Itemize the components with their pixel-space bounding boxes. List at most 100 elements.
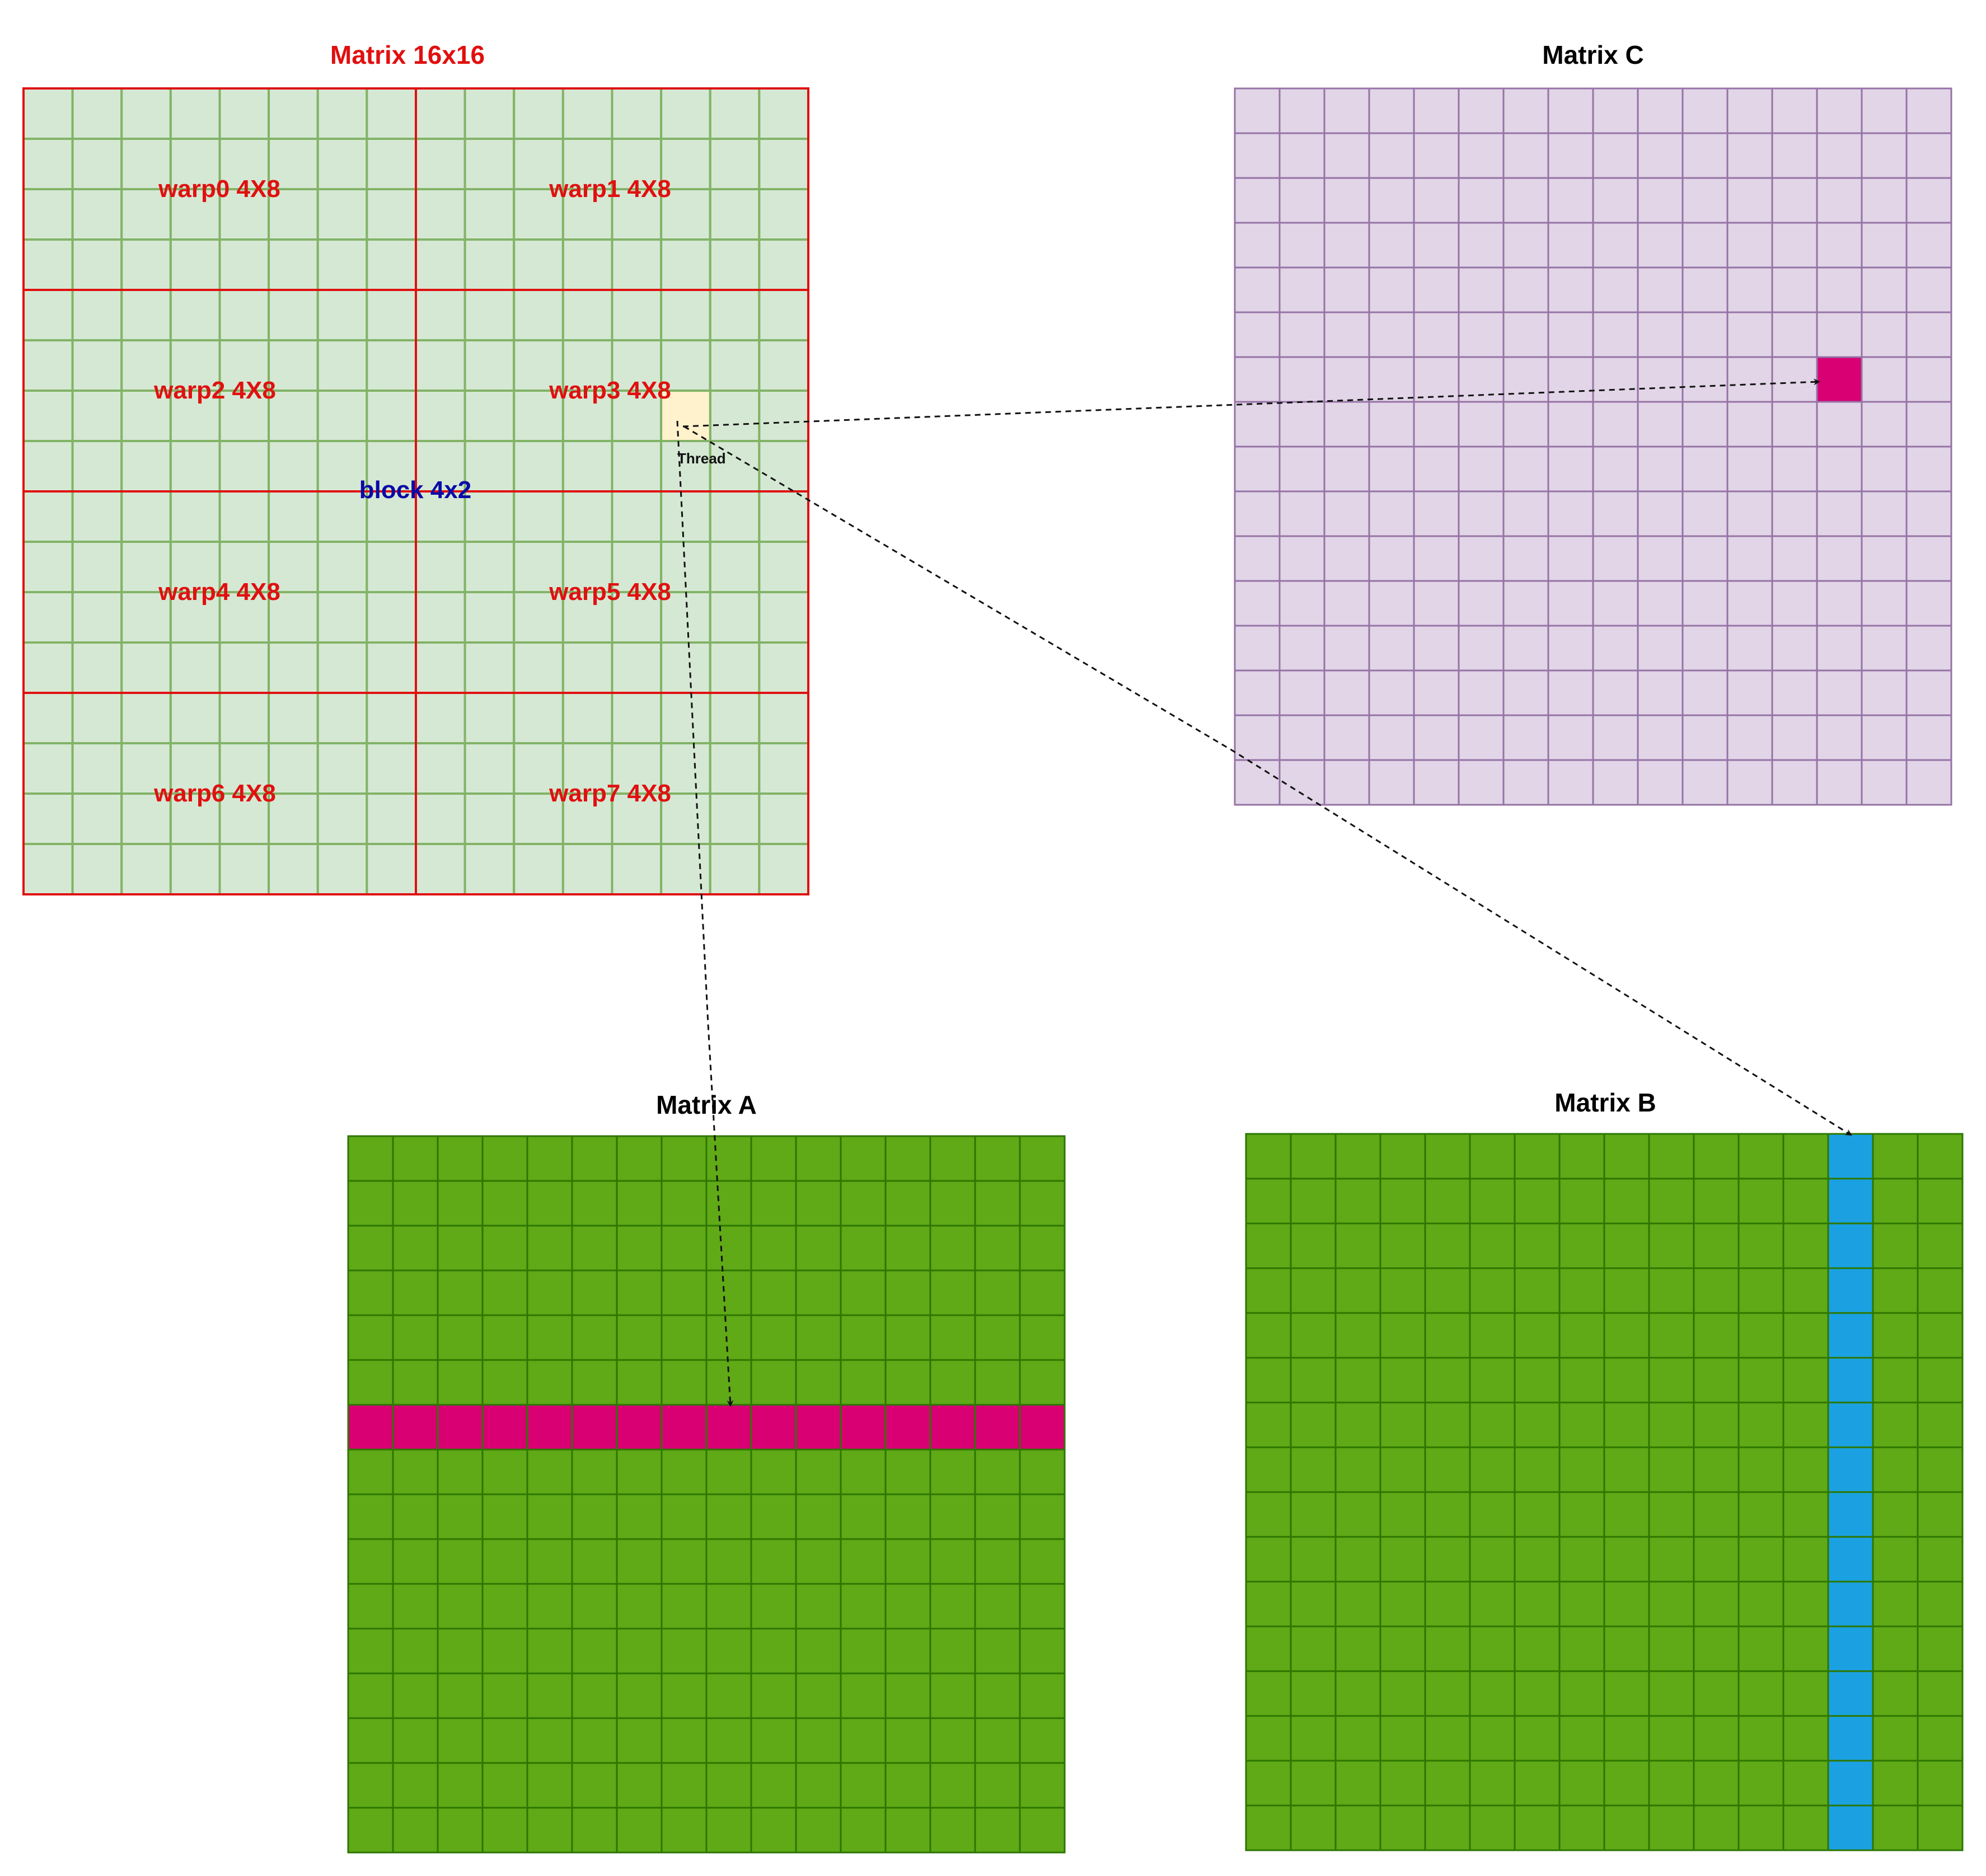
- matrix-c-cell: [1323, 669, 1370, 716]
- thread-matrix-cell: [758, 289, 810, 341]
- matrix-a-cell: [526, 1807, 573, 1854]
- matrix-a-cell: [795, 1538, 842, 1585]
- thread-matrix-cell: [415, 339, 466, 392]
- matrix-b-cell: [1737, 1357, 1784, 1404]
- matrix-c-cell: [1816, 266, 1863, 313]
- matrix-a-title: Matrix A: [656, 1090, 757, 1119]
- matrix-a-cell: [1019, 1762, 1066, 1809]
- matrix-c-cell: [1547, 714, 1594, 761]
- matrix-a-cell: [392, 1672, 439, 1719]
- thread-matrix-cell: [316, 843, 368, 895]
- matrix-b-cell: [1558, 1580, 1605, 1628]
- matrix-b-cell: [1827, 1580, 1874, 1628]
- matrix-a-cell: [884, 1225, 931, 1272]
- matrix-c-cell: [1234, 580, 1281, 627]
- matrix-b-cell: [1782, 1804, 1829, 1851]
- matrix-a-cell: [974, 1225, 1021, 1272]
- thread-matrix-cell: [218, 490, 270, 543]
- matrix-a-cell: [571, 1314, 618, 1361]
- matrix-b-cell: [1693, 1357, 1740, 1404]
- matrix-b-cell: [1648, 1491, 1695, 1538]
- matrix-a-cell: [661, 1135, 708, 1182]
- matrix-a-cell: [1019, 1717, 1066, 1764]
- matrix-b-cell: [1290, 1715, 1337, 1762]
- matrix-a-cell: [750, 1180, 797, 1227]
- matrix-b-cell: [1872, 1312, 1919, 1359]
- matrix-c-cell: [1368, 759, 1415, 806]
- thread-matrix-cell: [513, 641, 564, 694]
- matrix-a-cell: [705, 1807, 752, 1854]
- matrix-c-cell: [1234, 535, 1281, 582]
- matrix-c-cell: [1278, 669, 1325, 716]
- matrix-b-cells: [1245, 1133, 1964, 1851]
- matrix-c-cell: [1637, 356, 1684, 403]
- thread-matrix-cell: [169, 641, 221, 694]
- block-label: block 4x2: [359, 476, 472, 504]
- matrix-a-cell: [974, 1583, 1021, 1630]
- warp-label-6: warp6 4X8: [153, 780, 276, 807]
- matrix-b-cell: [1424, 1536, 1471, 1583]
- matrix-a-cell: [571, 1404, 618, 1451]
- matrix-c-cell: [1368, 490, 1415, 537]
- thread-matrix-cell: [316, 641, 368, 694]
- thread-matrix-cell: [709, 591, 761, 644]
- thread-matrix-cell: [561, 440, 613, 493]
- matrix-a-cell: [571, 1269, 618, 1316]
- matrix-b-cell: [1872, 1536, 1919, 1583]
- matrix-b-cell: [1693, 1670, 1740, 1717]
- matrix-c-cell: [1413, 266, 1460, 313]
- matrix-b-cell: [1379, 1357, 1426, 1404]
- matrix-b-cell: [1245, 1491, 1292, 1538]
- matrix-a-cell: [884, 1538, 931, 1585]
- matrix-c-cell: [1458, 714, 1505, 761]
- matrix-c-cell: [1547, 222, 1594, 269]
- matrix-b-cell: [1782, 1580, 1829, 1628]
- matrix-b-cell: [1827, 1491, 1874, 1538]
- matrix-c-cell: [1547, 401, 1594, 448]
- thread-matrix-cell: [366, 692, 418, 744]
- matrix-c-cell: [1637, 669, 1684, 716]
- thread-matrix-cell: [660, 289, 711, 341]
- matrix-c-cell: [1323, 625, 1370, 672]
- warp-label-3: warp3 4X8: [549, 377, 671, 404]
- matrix-c-cell: [1861, 535, 1908, 582]
- matrix-c-cell: [1726, 669, 1773, 716]
- matrix-a-cell: [437, 1538, 484, 1585]
- matrix-c-cell: [1681, 445, 1729, 493]
- matrix-c-cell: [1278, 490, 1325, 537]
- thread-matrix-cell: [22, 641, 74, 694]
- matrix-c-cell: [1771, 759, 1818, 806]
- matrix-b-cell: [1782, 1491, 1829, 1538]
- thread-matrix-cell: [463, 843, 516, 895]
- matrix-c-cell: [1368, 625, 1415, 672]
- matrix-b-cell: [1469, 1760, 1516, 1807]
- matrix-b-cell: [1648, 1222, 1695, 1269]
- matrix-a-cell: [661, 1628, 708, 1675]
- thread-matrix-cell: [709, 138, 761, 190]
- matrix-a-cell: [840, 1448, 887, 1495]
- matrix-b-cell: [1469, 1267, 1516, 1314]
- thread-matrix-cell: [513, 289, 564, 341]
- matrix-a-cell: [526, 1717, 573, 1764]
- matrix-b-cell: [1737, 1178, 1784, 1225]
- matrix-a-cell: [571, 1583, 618, 1630]
- thread-matrix-cell: [71, 440, 123, 493]
- thread-matrix-cell: [268, 390, 319, 442]
- matrix-a-cell: [661, 1448, 708, 1495]
- thread-matrix-cell: [120, 440, 172, 493]
- matrix-a-cell: [481, 1493, 528, 1540]
- matrix-c-cell: [1323, 714, 1370, 761]
- thread-matrix-cell: [660, 591, 711, 644]
- matrix-a-cell: [347, 1628, 394, 1675]
- matrix-b-cell: [1917, 1580, 1964, 1628]
- matrix-b-cell: [1469, 1446, 1516, 1493]
- matrix-c-cell: [1861, 311, 1908, 358]
- matrix-c-cell: [1278, 714, 1325, 761]
- thread-matrix-cell: [758, 188, 810, 241]
- matrix-c-cell: [1681, 132, 1729, 179]
- matrix-a-cell: [929, 1448, 976, 1495]
- matrix-c-cell: [1368, 222, 1415, 269]
- matrix-c-cell: [1502, 222, 1549, 269]
- matrix-a-cell: [347, 1717, 394, 1764]
- matrix-a: [347, 1135, 1066, 1854]
